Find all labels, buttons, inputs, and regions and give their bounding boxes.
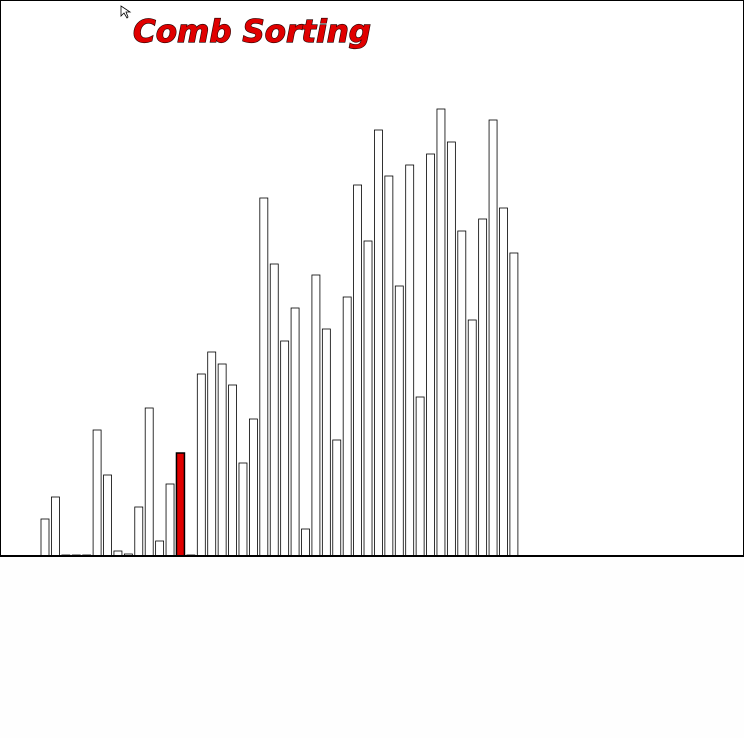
bar [103, 474, 112, 557]
bar [509, 252, 519, 557]
bar [134, 506, 144, 557]
bar [259, 197, 269, 557]
bar [415, 396, 425, 557]
bar [280, 340, 290, 557]
bar [144, 407, 154, 557]
bar [196, 373, 206, 557]
bar [394, 285, 404, 557]
bar [155, 540, 165, 557]
bar [332, 439, 342, 557]
bar [446, 141, 456, 557]
bar [207, 351, 217, 557]
bar [374, 129, 383, 557]
bar [342, 296, 352, 557]
bar [248, 418, 258, 557]
bar [353, 184, 363, 557]
bar [51, 496, 60, 557]
bar [384, 175, 394, 557]
bar [426, 153, 435, 557]
bar [238, 462, 248, 557]
bar [92, 429, 102, 557]
bar [165, 483, 175, 557]
bar [269, 263, 279, 557]
bar [457, 230, 467, 557]
bars [40, 108, 519, 557]
bar [217, 363, 227, 557]
bar [290, 307, 300, 557]
active-bar [175, 452, 186, 557]
bar [405, 164, 415, 557]
title: Comb Sorting [133, 14, 371, 50]
bar [40, 518, 50, 557]
mouse-cursor [120, 5, 132, 19]
bar [499, 207, 508, 557]
bar [311, 274, 321, 557]
bar [488, 119, 498, 557]
bar [301, 528, 310, 557]
bar [478, 218, 488, 557]
bar [228, 384, 237, 557]
bar [467, 319, 477, 557]
bar [363, 240, 373, 557]
bar [436, 108, 446, 557]
bar [321, 328, 331, 557]
